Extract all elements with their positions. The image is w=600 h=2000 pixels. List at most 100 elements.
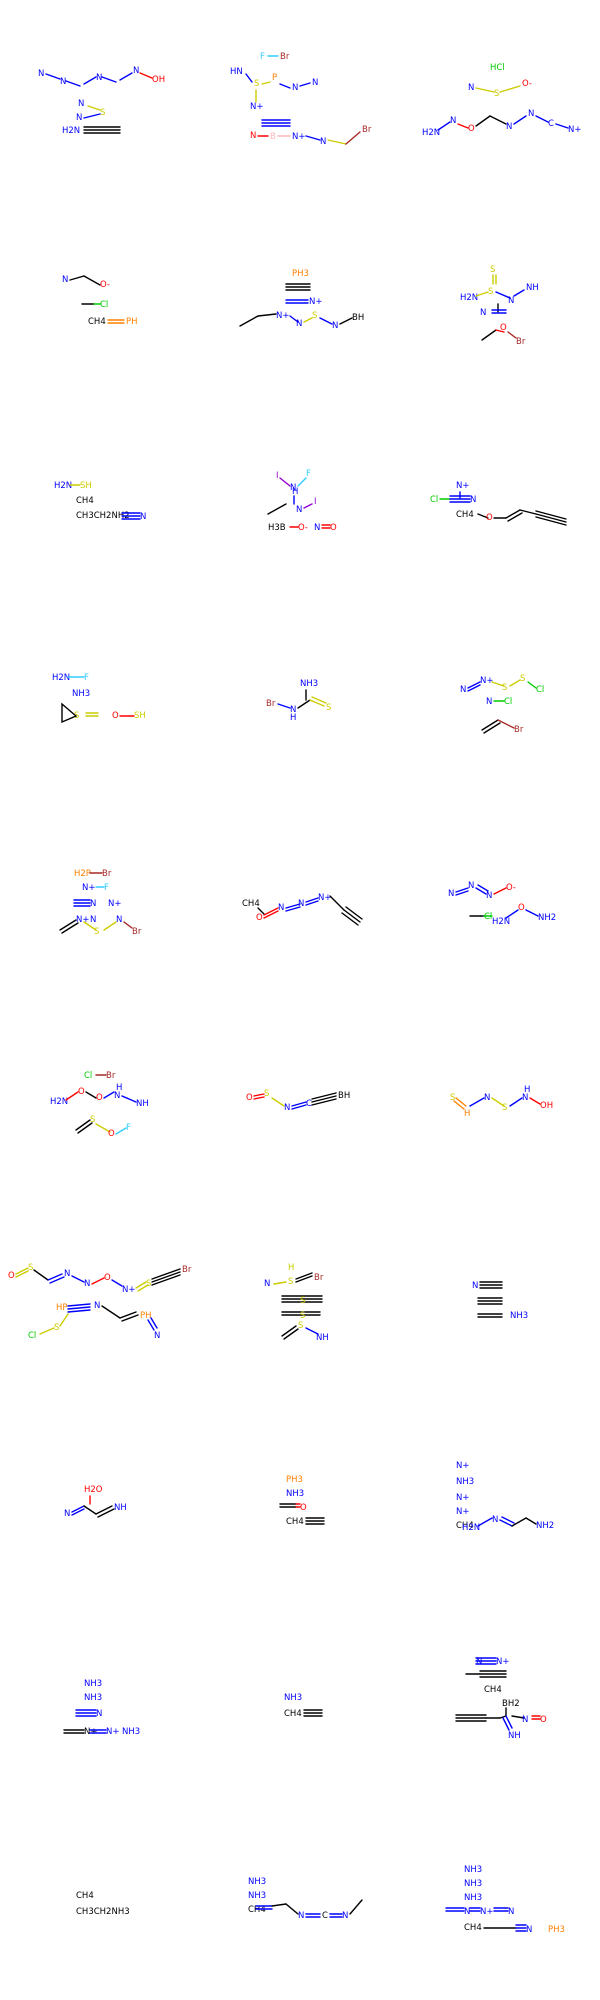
atom-label: CH4: [286, 1517, 304, 1527]
atom-label: N: [332, 321, 338, 331]
atom-label: C: [322, 1911, 328, 1921]
atom-label: O: [8, 1271, 15, 1281]
molecule-10: H2N F NH3 S O SH: [52, 673, 146, 722]
atom-label: N+: [250, 102, 263, 112]
atom-label: HP: [56, 1303, 68, 1313]
atom-label: N+: [496, 1657, 509, 1667]
atom-label: S: [100, 108, 105, 118]
atom-label: H: [292, 487, 298, 497]
atom-label: OH: [152, 75, 165, 85]
atom-label: CH4: [76, 496, 94, 506]
molecule-11: NH3 Br N H S: [266, 679, 331, 723]
atom-label: C: [306, 1099, 312, 1109]
atom-label: H2N: [460, 293, 478, 303]
atom-label: H2N: [52, 673, 70, 683]
atom-label: H2N: [62, 126, 80, 136]
atom-label: N+: [106, 1727, 119, 1737]
atom-label: O: [540, 1715, 547, 1725]
atom-label: N: [526, 1925, 532, 1935]
atom-label: O-: [522, 79, 532, 89]
atom-label: Cl: [28, 1331, 36, 1341]
atom-label: N+: [84, 1727, 97, 1737]
atom-label: C: [548, 119, 554, 129]
atom-label: N+: [456, 1493, 469, 1503]
atom-label: N: [470, 495, 476, 505]
atom-label: Br: [106, 1071, 116, 1081]
molecule-9: N+ Cl N CH4 O: [430, 481, 566, 525]
atom-label: O: [300, 1503, 307, 1513]
atom-label: NH3: [84, 1679, 102, 1689]
atom-label: S: [326, 703, 331, 713]
atom-label: S: [502, 683, 507, 693]
atom-label: NH3: [122, 1727, 140, 1737]
molecule-13: H2P Br N+ F N N+ N+ N S N Br: [60, 869, 142, 937]
molecule-25: NH3 NH3 N N+ N+ NH3: [64, 1679, 140, 1737]
atom-label: NH3: [72, 689, 90, 699]
atom-label: Br: [266, 699, 276, 709]
atom-label: Br: [132, 927, 142, 937]
atom-label: H2N: [50, 1097, 68, 1107]
atom-label: CH4: [76, 1891, 94, 1901]
atom-label: NH3: [464, 1879, 482, 1889]
atom-label: N: [278, 903, 284, 913]
atom-label: O: [518, 903, 525, 913]
molecule-15: N N N O- Cl H2N O NH2: [448, 881, 556, 927]
atom-label: N: [298, 899, 304, 909]
molecule-24: N+ NH3 N+ N+ CH4 H2N N NH2: [456, 1461, 554, 1533]
atom-label: S: [90, 1115, 95, 1125]
atom-label: PH3: [292, 269, 309, 279]
atom-label: H2N: [54, 481, 72, 491]
atom-label: CH4: [464, 1923, 482, 1933]
atom-label: F: [306, 469, 311, 479]
atom-label: HN: [230, 67, 243, 77]
atom-label: N: [320, 137, 326, 147]
atom-label: N: [296, 505, 302, 515]
atom-label: F: [126, 1123, 131, 1133]
atom-label: N: [84, 1279, 90, 1289]
atom-label: I: [276, 471, 279, 481]
atom-label: S: [300, 1296, 305, 1306]
atom-label: S: [494, 89, 499, 99]
atom-label: Br: [182, 1265, 192, 1275]
atom-label: SH: [80, 481, 92, 491]
atom-label: N: [342, 1911, 348, 1921]
atom-label: S: [28, 1263, 33, 1273]
atom-label: N: [94, 1301, 100, 1311]
atom-label: CH4: [284, 1709, 302, 1719]
atom-label: SH: [134, 711, 146, 721]
atom-label: H2P: [74, 869, 91, 879]
molecule-2: F Br HN S P N N N+ N B N+ N Br: [230, 52, 372, 147]
atom-label: O: [108, 1129, 115, 1139]
atom-label: Br: [514, 725, 524, 735]
atom-label: NH: [316, 1333, 329, 1343]
atom-label: H2N: [462, 1523, 480, 1533]
atom-label: O: [500, 323, 507, 333]
atom-label: S: [254, 79, 259, 89]
atom-label: Br: [516, 337, 526, 347]
atom-label: N+: [480, 676, 493, 686]
atom-label: S: [298, 1321, 303, 1331]
atom-label: Cl: [84, 1071, 92, 1081]
atom-label: PH3: [548, 1925, 565, 1935]
atom-label: S: [490, 265, 495, 275]
atom-label: N: [508, 1907, 514, 1917]
atom-label: NH3: [284, 1693, 302, 1703]
atom-label: N: [486, 891, 492, 901]
atom-label: N+: [122, 1285, 135, 1295]
atom-label: O: [104, 1273, 111, 1283]
atom-label: N+: [318, 893, 331, 903]
atom-label: B: [270, 132, 276, 142]
molecule-4: N O- Cl CH4 PH: [62, 275, 138, 327]
atom-label: Br: [362, 125, 372, 135]
atom-label: N: [62, 275, 68, 285]
atom-label: NH3: [286, 1489, 304, 1499]
atom-label: S: [312, 311, 317, 321]
atom-label: N: [116, 915, 122, 925]
molecule-7: H2N SH CH4 CH3CH2NH2 N: [54, 481, 146, 522]
atom-label: N: [468, 83, 474, 93]
atom-label: N: [468, 881, 474, 891]
atom-label: H2N: [422, 128, 440, 138]
atom-label: I: [314, 497, 317, 507]
molecule-16: Cl Br H2N O O N H NH S O F: [50, 1071, 149, 1139]
